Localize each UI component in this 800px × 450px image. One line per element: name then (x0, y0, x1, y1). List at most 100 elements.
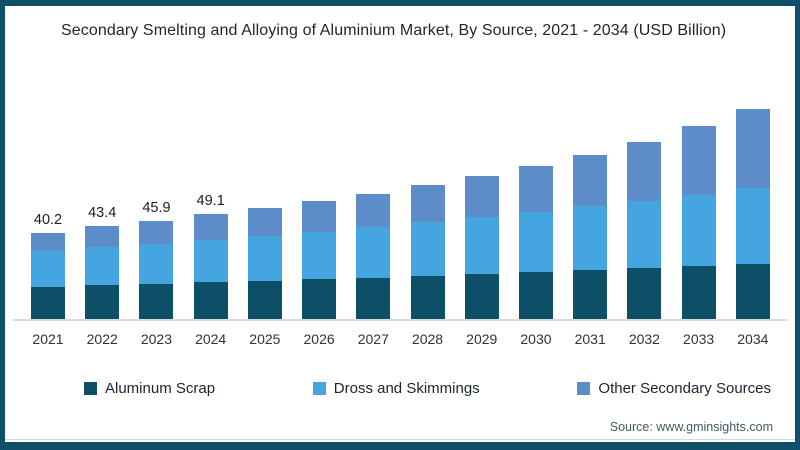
legend-item-other-secondary-sources: Other Secondary Sources (577, 380, 771, 397)
bar-column-2030: 2030 (518, 145, 553, 350)
x-axis-tick-label: 2030 (520, 331, 552, 347)
stacked-bar (31, 233, 65, 320)
bar-segment-dross-and-skimmings (627, 200, 662, 269)
bar-segment-aluminum-scrap (139, 283, 174, 320)
bar-column-2025: 2025 (247, 187, 282, 350)
legend-label: Aluminum Scrap (105, 380, 216, 397)
source-attribution: Source: www.gminsights.com (609, 420, 773, 434)
bar-segment-dross-and-skimmings (356, 227, 391, 278)
bar-segment-aluminum-scrap (518, 272, 553, 320)
data-label: 43.4 (88, 205, 117, 222)
legend: Aluminum Scrap Dross and Skimmings Other… (84, 380, 771, 397)
x-axis-tick-label: 2023 (140, 331, 173, 347)
bar-segment-aluminum-scrap (681, 266, 716, 320)
bar-segment-dross-and-skimmings (139, 243, 174, 284)
bar-segment-dross-and-skimmings (247, 235, 282, 281)
bar-segment-other-secondary-sources (735, 109, 770, 189)
x-axis-tick-label: 2033 (683, 331, 715, 347)
x-axis-tick-label: 2021 (32, 331, 64, 347)
bar-column-2029: 2029 (464, 155, 499, 350)
bar-segment-dross-and-skimmings (518, 212, 553, 273)
x-axis-tick-label: 2027 (357, 331, 389, 347)
legend-item-aluminum-scrap: Aluminum Scrap (84, 380, 215, 397)
stacked-bar (85, 226, 120, 320)
stacked-bar (302, 201, 337, 320)
bar-column-2033: 2033 (681, 105, 716, 350)
stacked-bar (356, 193, 391, 320)
bar-segment-other-secondary-sources (247, 207, 282, 236)
legend-swatch-icon (84, 382, 97, 395)
chart-title: Secondary Smelting and Alloying of Alumi… (61, 22, 727, 39)
bar-column-2023: 45.9 2023 (139, 199, 174, 350)
stacked-bar (139, 220, 174, 320)
bar-segment-dross-and-skimmings (302, 231, 337, 280)
stacked-bar (518, 166, 553, 320)
bar-segment-other-secondary-sources (193, 213, 228, 240)
bar-segment-other-secondary-sources (627, 141, 662, 201)
legend-swatch-icon (577, 382, 591, 395)
x-axis-tick-label: 2031 (574, 331, 606, 347)
bar-segment-aluminum-scrap (410, 275, 445, 320)
stacked-bar (681, 126, 716, 320)
plot-area: 40.2 2021 43.4 2022 45.9 2023 49.1 2024 2025 2026… (31, 88, 770, 350)
bar-segment-aluminum-scrap (735, 264, 770, 320)
x-axis-tick-label: 2022 (86, 331, 118, 347)
stacked-bar (464, 176, 499, 320)
bar-column-2034: 2034 (735, 88, 770, 350)
bar-segment-other-secondary-sources (573, 154, 608, 207)
bar-segment-other-secondary-sources (31, 233, 65, 252)
bar-segment-aluminum-scrap (247, 280, 282, 320)
bar-segment-aluminum-scrap (302, 279, 337, 320)
bar-segment-aluminum-scrap (573, 270, 608, 320)
bar-column-2027: 2027 (356, 173, 391, 350)
bar-column-2031: 2031 (573, 134, 608, 350)
data-label: 49.1 (196, 192, 225, 209)
bar-segment-dross-and-skimmings (31, 251, 65, 287)
bar-column-2024: 49.1 2024 (193, 192, 228, 350)
bar-column-2028: 2028 (410, 164, 445, 350)
bar-segment-other-secondary-sources (518, 166, 553, 213)
legend-label: Dross and Skimmings (333, 380, 480, 397)
bar-segment-other-secondary-sources (139, 220, 174, 244)
bar-segment-dross-and-skimmings (193, 239, 228, 283)
bar-segment-dross-and-skimmings (464, 217, 499, 275)
legend-label: Other Secondary Sources (598, 380, 771, 397)
bar-segment-other-secondary-sources (302, 201, 337, 232)
bar-segment-aluminum-scrap (464, 274, 499, 320)
bar-segment-aluminum-scrap (85, 285, 120, 320)
bar-segment-other-secondary-sources (356, 193, 391, 228)
stacked-bar (410, 184, 445, 320)
stacked-bar (627, 141, 662, 320)
data-label: 45.9 (142, 199, 171, 216)
bar-segment-aluminum-scrap (627, 268, 662, 320)
legend-swatch-icon (312, 382, 326, 395)
bar-segment-dross-and-skimmings (85, 247, 120, 286)
x-axis-tick-label: 2028 (411, 331, 444, 347)
legend-item-dross-and-skimmings: Dross and Skimmings (312, 380, 480, 397)
x-axis-tick-label: 2032 (628, 331, 660, 347)
bar-column-2022: 43.4 2022 (85, 205, 120, 350)
bar-segment-dross-and-skimmings (735, 188, 770, 264)
bar-segment-other-secondary-sources (410, 184, 445, 223)
x-axis-tick-label: 2034 (737, 331, 769, 347)
x-axis-tick-label: 2025 (249, 331, 281, 347)
bar-column-2026: 2026 (302, 180, 337, 350)
stacked-bar (735, 109, 770, 320)
x-axis-tick-label: 2029 (466, 331, 498, 347)
bar-segment-aluminum-scrap (31, 286, 65, 320)
bar-segment-other-secondary-sources (464, 176, 499, 218)
x-axis-line (13, 319, 787, 321)
x-axis-tick-label: 2024 (195, 331, 227, 347)
bar-segment-other-secondary-sources (85, 226, 120, 248)
stacked-bar (247, 207, 282, 320)
bar-segment-aluminum-scrap (193, 282, 228, 320)
bar-segment-dross-and-skimmings (410, 222, 445, 276)
bar-segment-dross-and-skimmings (681, 194, 716, 267)
stacked-bar (573, 154, 608, 320)
bar-segment-other-secondary-sources (681, 126, 716, 195)
stacked-bar (193, 213, 228, 320)
bar-column-2021: 40.2 2021 (31, 212, 65, 350)
bar-segment-aluminum-scrap (356, 277, 391, 320)
x-axis-tick-label: 2026 (303, 331, 335, 347)
